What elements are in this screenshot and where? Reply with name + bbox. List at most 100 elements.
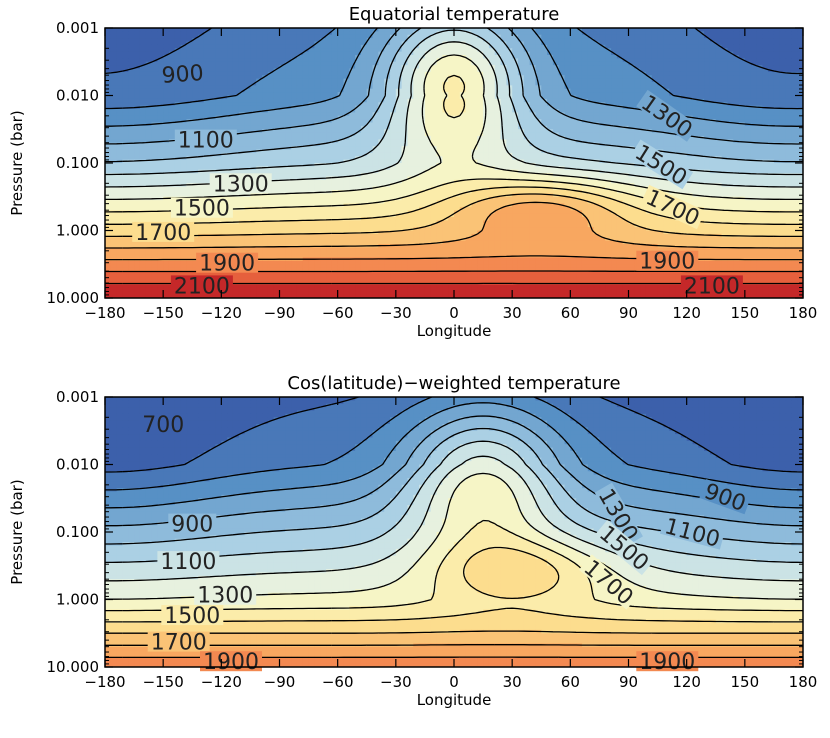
field-cell <box>581 95 589 100</box>
field-cell <box>698 51 705 56</box>
field-cell <box>308 51 315 56</box>
field-cell <box>122 51 129 56</box>
field-cell <box>471 142 478 147</box>
field-cell <box>390 159 397 164</box>
field-cell <box>424 71 432 76</box>
field-cell <box>564 102 571 107</box>
field-cell <box>488 152 496 157</box>
field-cell <box>267 136 275 140</box>
field-cell <box>139 98 147 103</box>
field-cell <box>203 41 211 46</box>
field-cell <box>762 38 769 43</box>
field-cell <box>139 109 147 113</box>
field-cell <box>203 166 211 171</box>
field-cell <box>134 75 141 80</box>
field-cell <box>779 139 787 144</box>
field-cell <box>320 31 327 36</box>
field-cell <box>424 159 432 164</box>
field-cell <box>564 28 571 32</box>
field-cell <box>337 163 345 167</box>
field-cell <box>331 163 339 167</box>
field-cell <box>622 112 630 117</box>
field-cell <box>541 146 548 151</box>
field-cell <box>459 159 467 164</box>
field-cell <box>186 152 193 157</box>
field-cell <box>320 136 327 140</box>
field-cell <box>390 142 397 147</box>
field-cell <box>500 112 507 117</box>
field-cell <box>651 34 659 39</box>
field-cell <box>203 31 211 36</box>
field-cell <box>488 61 496 66</box>
field-cell <box>477 125 484 130</box>
field-cell <box>279 149 286 154</box>
field-cell <box>552 34 560 39</box>
field-cell <box>506 98 513 103</box>
field-cell <box>285 38 292 43</box>
field-cell <box>605 85 612 90</box>
field-cell <box>442 85 449 90</box>
field-cell <box>215 68 222 73</box>
field-cell <box>430 122 438 127</box>
field-cell <box>378 109 385 113</box>
field-cell <box>337 98 345 103</box>
field-cell <box>238 28 246 32</box>
field-cell <box>267 163 275 167</box>
field-cell <box>744 149 752 154</box>
field-cell <box>616 34 624 39</box>
field-cell <box>250 119 257 124</box>
field-cell <box>349 119 356 124</box>
field-cell <box>134 152 141 157</box>
field-cell <box>611 129 618 134</box>
field-cell <box>576 129 583 134</box>
field-cell <box>547 156 554 161</box>
field-cell <box>407 78 414 83</box>
field-cell <box>471 129 478 134</box>
field-cell <box>529 41 537 46</box>
field-cell <box>773 41 781 46</box>
field-cell <box>762 132 769 137</box>
field-cell <box>250 156 257 161</box>
field-cell <box>192 44 199 49</box>
field-cell <box>413 88 420 93</box>
field-cell <box>797 85 803 90</box>
field-cell <box>331 41 339 46</box>
field-cell <box>471 44 478 49</box>
field-cell <box>424 28 432 32</box>
field-cell <box>192 109 199 113</box>
field-cell <box>360 159 368 164</box>
field-cell <box>372 136 379 140</box>
field-cell <box>558 95 566 100</box>
field-cell <box>721 38 728 43</box>
field-cell <box>192 159 199 164</box>
field-cell <box>238 55 246 59</box>
field-cell <box>605 65 612 70</box>
field-cell <box>296 41 304 46</box>
field-cell <box>663 132 670 137</box>
field-cell <box>110 51 118 56</box>
field-cell <box>483 129 490 134</box>
field-cell <box>552 88 560 93</box>
field-cell <box>791 95 798 100</box>
field-cell <box>227 65 234 70</box>
field-cell <box>663 75 670 80</box>
field-cell <box>605 82 612 86</box>
field-cell <box>599 95 606 100</box>
field-cell <box>209 75 217 80</box>
field-cell <box>523 44 531 49</box>
field-cell <box>308 132 315 137</box>
field-cell <box>279 129 286 134</box>
field-cell <box>128 88 135 93</box>
field-cell <box>698 28 705 32</box>
field-cell <box>797 44 803 49</box>
field-cell <box>512 146 519 151</box>
field-cell <box>785 61 792 66</box>
field-cell <box>517 92 525 97</box>
field-cell <box>494 149 502 154</box>
field-cell <box>523 166 531 171</box>
field-cell <box>395 61 403 66</box>
field-cell <box>494 31 502 36</box>
field-cell <box>448 82 455 86</box>
field-cell <box>593 61 601 66</box>
field-cell <box>221 44 228 49</box>
